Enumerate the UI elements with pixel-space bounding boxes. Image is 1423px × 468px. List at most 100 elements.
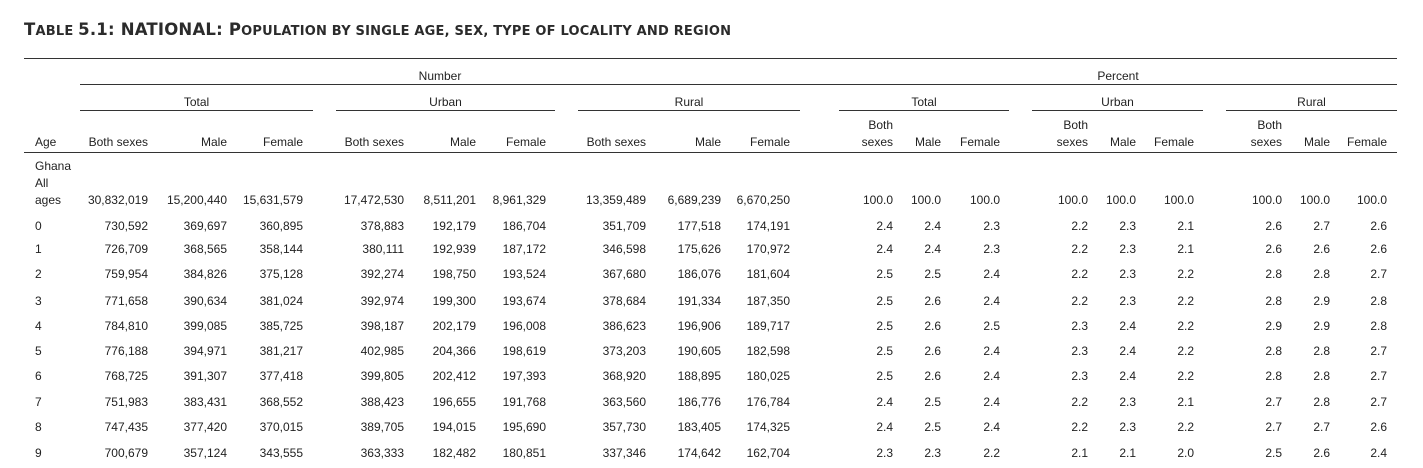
table-cell: 8,511,201: [423, 193, 477, 207]
table-cell: 2.9: [1313, 319, 1330, 333]
table-cell: 183,405: [677, 420, 721, 434]
table-cell: 2.1: [1071, 446, 1088, 460]
table-cell: 2.8: [1370, 319, 1387, 333]
table-cell: 357,730: [602, 420, 646, 434]
row-age: 9: [35, 446, 42, 460]
table-cell: 187,172: [502, 242, 546, 256]
table-cell: 351,709: [602, 219, 646, 233]
group-rule: [1032, 110, 1203, 111]
title-part: P: [228, 20, 242, 39]
col-header-female: Female: [749, 135, 790, 149]
table-cell: 751,983: [104, 395, 148, 409]
col-header-male: Male: [1109, 135, 1136, 149]
table-cell: 196,655: [432, 395, 476, 409]
table-cell: 2.6: [1370, 242, 1387, 256]
table-cell: 2.6: [1313, 242, 1330, 256]
table-cell: 174,325: [746, 420, 790, 434]
table-cell: 2.4: [983, 420, 1000, 434]
col-header-female: Female: [959, 135, 1000, 149]
table-cell: 2.8: [1313, 267, 1330, 281]
table-cell: 2.6: [1370, 219, 1387, 233]
table-cell: 100.0: [1299, 193, 1330, 207]
group-rule: [839, 110, 1009, 111]
table-cell: 360,895: [259, 219, 303, 233]
table-cell: 2.3: [1119, 242, 1136, 256]
table-cell: 176,784: [746, 395, 790, 409]
table-cell: 386,623: [602, 319, 646, 333]
table-cell: 196,008: [502, 319, 546, 333]
title-part: OPULATION BY SINGLE AGE, SEX, TYPE OF LO…: [241, 24, 732, 39]
row-age: 7: [35, 395, 42, 409]
number-rule: [80, 84, 1397, 85]
table-cell: 2.4: [876, 219, 893, 233]
col-header-sexes: sexes: [861, 135, 893, 149]
table-cell: 2.6: [924, 369, 941, 383]
table-cell: 187,350: [746, 294, 790, 308]
col-header-both: Both: [1257, 118, 1282, 132]
table-cell: 2.3: [876, 446, 893, 460]
number-header: Number: [418, 69, 462, 83]
table-cell: 2.3: [1119, 420, 1136, 434]
table-cell: 2.8: [1313, 344, 1330, 358]
table-cell: 17,472,530: [343, 193, 404, 207]
table-cell: 2.7: [1370, 395, 1387, 409]
table-cell: 2.3: [1071, 319, 1088, 333]
table-cell: 369,697: [183, 219, 227, 233]
table-cell: 186,076: [677, 267, 721, 281]
table-cell: 385,725: [259, 319, 303, 333]
table-cell: 2.4: [983, 294, 1000, 308]
table-cell: 100.0: [1057, 193, 1088, 207]
table-cell: 100.0: [1251, 193, 1282, 207]
table-cell: 392,974: [360, 294, 404, 308]
col-header-female: Female: [1153, 135, 1194, 149]
table-cell: 175,626: [677, 242, 721, 256]
table-cell: 2.7: [1370, 267, 1387, 281]
table-cell: 2.6: [1370, 420, 1387, 434]
table-cell: 2.4: [876, 395, 893, 409]
table-cell: 186,704: [502, 219, 546, 233]
table-cell: 100.0: [969, 193, 1000, 207]
col-header-sexes: sexes: [1250, 135, 1282, 149]
table-cell: 2.8: [1370, 294, 1387, 308]
table-cell: 193,674: [502, 294, 546, 308]
table-cell: 2.5: [876, 294, 893, 308]
table-cell: 776,188: [104, 344, 148, 358]
table-cell: 15,200,440: [166, 193, 227, 207]
table-cell: 2.2: [1177, 319, 1194, 333]
table-cell: 100.0: [1356, 193, 1387, 207]
table-cell: 30,832,019: [87, 193, 148, 207]
table-cell: 368,920: [602, 369, 646, 383]
group-rule: [336, 110, 555, 111]
table-cell: 2.6: [924, 294, 941, 308]
table-cell: 2.8: [1265, 369, 1282, 383]
table-cell: 2.4: [983, 369, 1000, 383]
table-cell: 162,704: [746, 446, 790, 460]
table-cell: 2.1: [1177, 219, 1194, 233]
table-cell: 726,709: [104, 242, 148, 256]
table-cell: 6,689,239: [667, 193, 721, 207]
table-cell: 399,805: [360, 369, 404, 383]
table-cell: 759,954: [104, 267, 148, 281]
title-part: T: [24, 20, 36, 39]
group-header: Urban: [1101, 95, 1134, 109]
table-cell: 2.2: [1177, 369, 1194, 383]
table-cell: 394,971: [183, 344, 227, 358]
table-cell: 2.1: [1177, 395, 1194, 409]
table-cell: 2.9: [1313, 294, 1330, 308]
table-cell: 182,482: [432, 446, 476, 460]
group-header: Total: [911, 95, 937, 109]
table-cell: 384,826: [183, 267, 227, 281]
table-cell: 2.6: [1265, 242, 1282, 256]
table-cell: 193,524: [502, 267, 546, 281]
table-cell: 2.5: [924, 420, 941, 434]
age-header: Age: [35, 135, 57, 149]
col-header-male: Male: [200, 135, 227, 149]
table-cell: 399,085: [183, 319, 227, 333]
table-cell: 378,684: [602, 294, 646, 308]
table-cell: 337,346: [602, 446, 646, 460]
table-cell: 2.3: [983, 242, 1000, 256]
table-cell: 730,592: [104, 219, 148, 233]
table-cell: 375,128: [259, 267, 303, 281]
col-header-male: Male: [694, 135, 721, 149]
table-cell: 2.4: [876, 242, 893, 256]
